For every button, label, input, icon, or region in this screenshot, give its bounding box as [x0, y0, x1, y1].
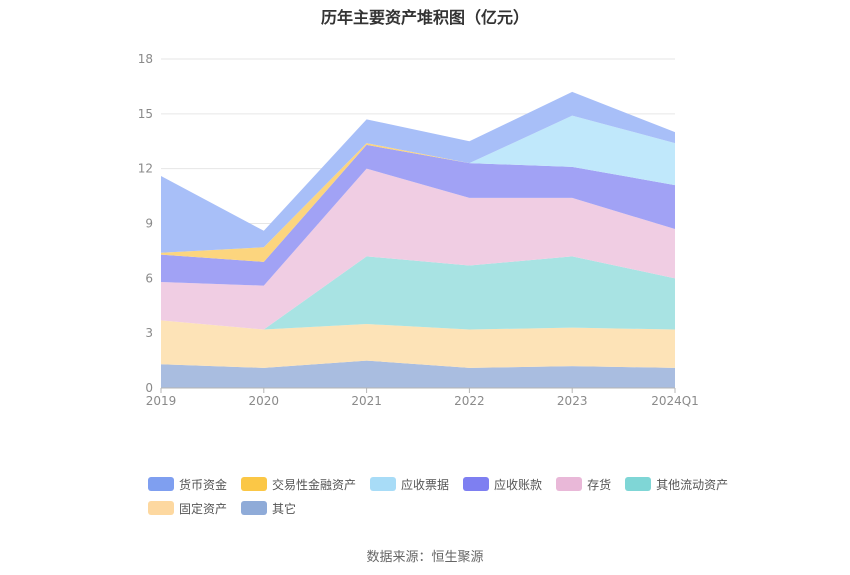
y-tick-label: 12: [138, 162, 153, 176]
y-tick-label: 15: [138, 107, 153, 121]
legend-label: 应收票据: [401, 477, 450, 492]
y-tick-label: 9: [145, 217, 153, 231]
legend-swatch: [241, 501, 268, 515]
legend-swatch: [241, 477, 268, 491]
legend-item[interactable]: 应收账款: [463, 472, 542, 496]
y-tick-label: 3: [145, 326, 153, 340]
legend-swatch: [148, 501, 174, 515]
legend-item[interactable]: 固定资产: [148, 496, 227, 520]
y-tick-label: 0: [145, 381, 153, 395]
legend-label: 其他流动资产: [656, 477, 729, 492]
x-tick-label: 2022: [454, 394, 485, 408]
legend-swatch: [370, 477, 397, 491]
legend-swatch: [148, 477, 174, 491]
x-tick-label: 2021: [351, 394, 382, 408]
legend-swatch: [625, 477, 652, 491]
legend-label: 货币资金: [179, 477, 228, 492]
legend-swatch: [556, 477, 583, 491]
area-series: [161, 91, 675, 388]
area-series-交易性金融资产: [161, 115, 675, 262]
y-tick-label: 6: [145, 271, 153, 285]
legend-item[interactable]: 应收票据: [370, 472, 449, 496]
source-note: 数据来源：恒生聚源: [366, 550, 484, 565]
legend-item[interactable]: 交易性金融资产: [241, 472, 356, 496]
area-series-其它: [161, 360, 675, 388]
y-tick-label: 18: [138, 52, 153, 66]
legend: 货币资金 交易性金融资产 应收票据 应收账款 存货 其他流动资产固定资产 其它: [148, 472, 748, 520]
legend-label: 应收账款: [494, 477, 543, 492]
legend-label: 其它: [272, 501, 297, 516]
x-tick-label: 2024Q1: [651, 394, 699, 408]
area-series-固定资产: [161, 320, 675, 368]
legend-label: 交易性金融资产: [272, 477, 357, 492]
area-series-其他流动资产: [161, 256, 675, 330]
area-series-货币资金: [161, 91, 675, 253]
legend-swatch: [463, 477, 490, 491]
area-series-应收票据: [161, 115, 675, 262]
legend-label: 固定资产: [179, 501, 228, 516]
legend-item[interactable]: 其它: [241, 496, 296, 520]
x-tick-label: 2023: [557, 394, 588, 408]
area-series-应收账款: [161, 144, 675, 286]
chart-title: 历年主要资产堆积图（亿元）: [320, 8, 529, 27]
x-tick-label: 2019: [146, 394, 177, 408]
legend-item[interactable]: 货币资金: [148, 472, 227, 496]
legend-item[interactable]: 其他流动资产: [625, 472, 728, 496]
axes: 0 3 6 9 12 15 18 2019 2020 2021 2022 2023 2024Q1: [138, 52, 699, 408]
legend-label: 存货: [587, 477, 612, 492]
area-series-存货: [161, 168, 675, 330]
legend-item[interactable]: 存货: [556, 472, 611, 496]
x-tick-label: 2020: [249, 394, 280, 408]
